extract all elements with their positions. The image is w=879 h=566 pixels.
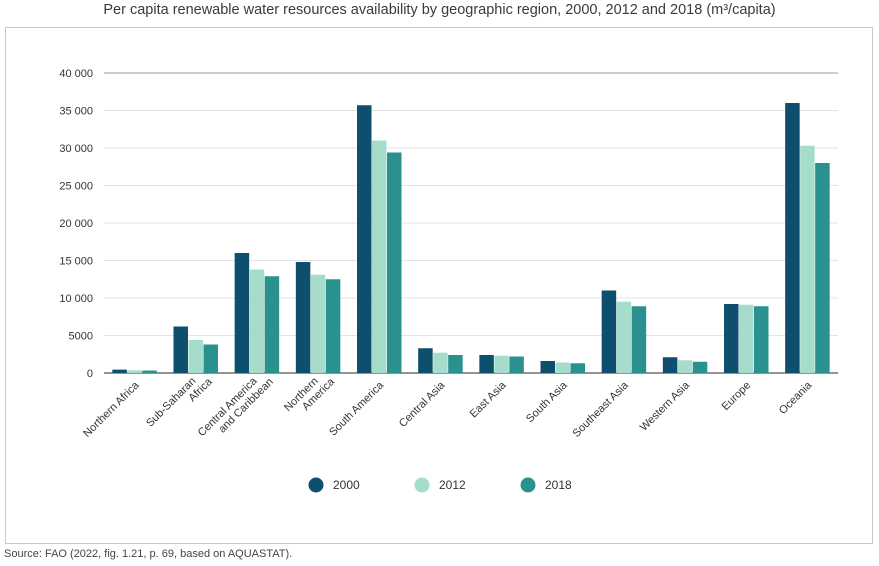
legend-label: 2018: [545, 478, 572, 492]
bar: [601, 290, 617, 373]
bar: [372, 140, 387, 373]
x-category-label: Northern Africa: [81, 379, 142, 440]
legend-marker: [414, 477, 430, 493]
bar: [387, 152, 402, 373]
legend-marker: [520, 477, 536, 493]
bar: [295, 262, 311, 373]
bar: [433, 352, 448, 373]
y-tick-label: 25 000: [59, 181, 93, 193]
bar: [540, 361, 555, 373]
y-tick-label: 35 000: [59, 106, 93, 118]
bar: [785, 103, 800, 373]
y-tick-label: 20 000: [59, 218, 93, 230]
bar: [357, 105, 372, 373]
bar: [570, 363, 585, 373]
bar: [418, 348, 433, 373]
bar: [310, 274, 326, 373]
bar: [173, 326, 188, 373]
y-tick-label: 10 000: [59, 293, 93, 305]
bar: [616, 301, 632, 373]
source-note: Source: FAO (2022, fig. 1.21, p. 69, bas…: [4, 548, 293, 560]
bar: [188, 340, 203, 373]
bar: [127, 370, 142, 373]
chart-frame: [5, 27, 873, 544]
bar: [509, 356, 524, 373]
x-category-label: Southeast Asia: [570, 379, 631, 440]
bar: [264, 276, 280, 373]
bar: [325, 279, 341, 373]
legend-label: 2000: [333, 478, 360, 492]
x-category-label: East Asia: [468, 379, 510, 421]
bar: [662, 357, 678, 373]
x-category-label: Oceania: [777, 379, 815, 417]
bar: [448, 355, 463, 373]
bar: [631, 306, 647, 373]
bar: [692, 361, 708, 373]
x-category-label: South Asia: [524, 379, 570, 425]
bar: [555, 362, 570, 373]
bar: [724, 304, 739, 373]
bar: [479, 355, 494, 373]
bar: [249, 269, 265, 373]
y-tick-label: 5000: [69, 331, 93, 343]
bar: [203, 344, 218, 373]
bar: [494, 355, 509, 373]
legend-marker: [308, 477, 324, 493]
bar: [234, 253, 250, 373]
bar: [754, 306, 769, 373]
y-tick-label: 0: [87, 368, 93, 380]
y-tick-label: 30 000: [59, 143, 93, 155]
x-category-label: Western Asia: [638, 379, 693, 434]
bar: [800, 145, 815, 373]
x-category-label: South America: [327, 379, 387, 439]
chart-title: Per capita renewable water resources ava…: [103, 2, 776, 18]
legend-label: 2012: [439, 478, 466, 492]
bar: [112, 369, 127, 373]
x-category-label: Europe: [720, 379, 754, 413]
y-tick-label: 15 000: [59, 256, 93, 268]
bar: [677, 360, 693, 373]
x-category-label: Central Asia: [397, 379, 448, 430]
bar: [739, 304, 754, 373]
y-tick-label: 40 000: [59, 68, 93, 80]
bar: [142, 370, 157, 373]
bar: [815, 163, 830, 373]
x-category-label: NorthernAmerica: [282, 367, 338, 423]
